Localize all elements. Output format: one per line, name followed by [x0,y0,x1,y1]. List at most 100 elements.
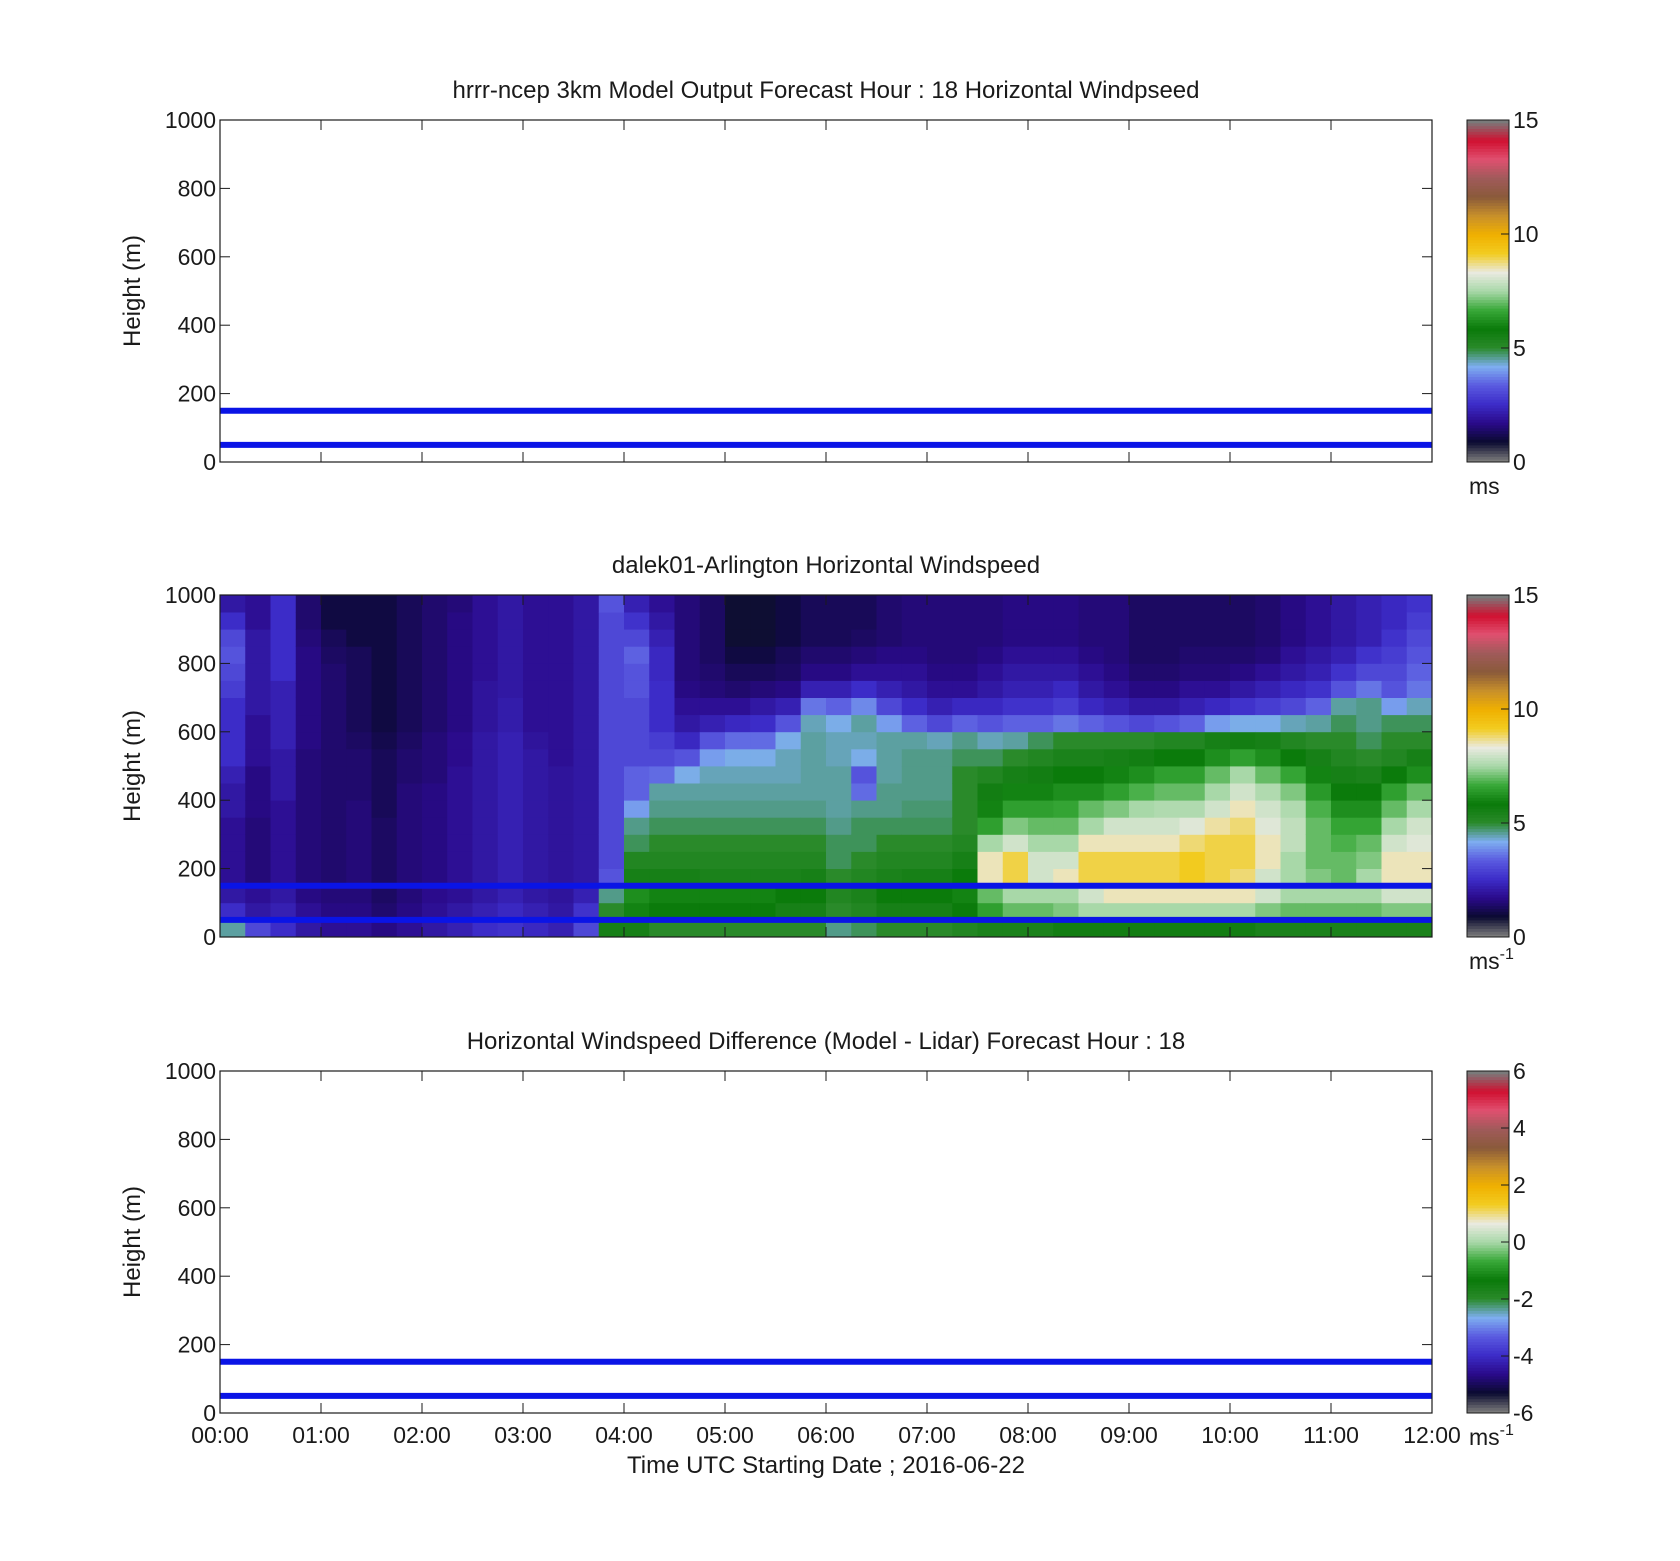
heatmap-cell [497,714,524,733]
colorbar-segment [1467,691,1509,696]
heatmap-cell [548,800,574,818]
heatmap-cell [295,663,322,681]
heatmap-cell [1204,902,1231,921]
heatmap-cell [800,697,827,716]
heatmap-cell [371,783,398,801]
heatmap-cell [1280,817,1307,835]
colorbar-segment [1467,1321,1509,1326]
heatmap-cell [321,595,347,613]
heatmap-cell [674,817,701,835]
y-axis-label: Height (m) [119,235,146,347]
heatmap-cell [497,629,524,647]
colorbar-segment [1467,336,1509,340]
heatmap-cell [321,731,347,750]
heatmap-cell [1103,595,1130,613]
colorbar-segment [1467,450,1509,454]
heatmap-cell [1179,834,1206,852]
colorbar-segment [1467,1324,1509,1328]
colorbar-segment [1467,891,1509,895]
heatmap-cell [1381,629,1408,647]
heatmap-cell [624,919,650,938]
colorbar-segment [1467,1281,1509,1286]
heatmap-cell [750,731,776,750]
heatmap-cell [1078,612,1105,630]
heatmap-cell [346,595,372,613]
heatmap-cell [750,868,776,887]
heatmap-cell [977,612,1004,630]
colorbar-segment [1467,356,1509,360]
heatmap-cell [1002,697,1029,716]
heatmap-cell [1356,902,1382,921]
colorbar-segment [1467,308,1509,312]
heatmap-cell [295,851,322,869]
colorbar-segment [1467,159,1509,164]
colorbar-segment [1467,157,1509,161]
colorbar-segment [1467,1079,1509,1083]
colorbar-segment [1467,660,1509,664]
colorbar-segment [1467,1210,1509,1214]
colorbar-segment [1467,871,1509,875]
heatmap-cell [1078,748,1105,767]
colorbar-segment [1467,1230,1509,1234]
heatmap-cell [1078,731,1105,750]
heatmap-cell [1053,612,1079,630]
heatmap-cell [1381,885,1408,904]
colorbar-unit: ms [1469,473,1500,499]
colorbar-segment [1467,185,1509,189]
heatmap-cell [750,919,776,938]
colorbar-segment [1467,328,1509,332]
heatmap-cell [1255,629,1281,647]
colorbar-segment [1467,373,1509,377]
heatmap-cell [1103,766,1130,784]
heatmap-cell [371,766,398,784]
colorbar-segment [1467,1250,1509,1254]
heatmap-cell [750,714,776,733]
heatmap-cell [750,834,776,852]
heatmap-cell [523,731,549,750]
heatmap-cell [952,731,978,750]
heatmap-cell [1331,868,1357,887]
colorbar-segment [1467,1182,1509,1186]
colorbar-segment [1467,231,1509,235]
heatmap-cell [826,680,852,698]
heatmap-cell [1406,731,1433,750]
heatmap-cell [977,783,1004,801]
colorbar-segment [1467,1344,1509,1348]
heatmap-cell [1204,595,1231,613]
heatmap-cell [245,629,271,647]
heatmap-cell [1204,646,1231,664]
heatmap-cell [1305,885,1332,904]
heatmap-cell [800,902,827,921]
heatmap-cell [1255,680,1281,698]
heatmap-cell [245,817,271,835]
heatmap-cell [346,800,372,818]
heatmap-cell [1331,919,1357,938]
heatmap-cell [396,663,423,681]
heatmap-cell [725,902,751,921]
heatmap-cell [220,595,246,613]
heatmap-cell [396,748,423,767]
heatmap-cell [699,783,726,801]
colorbar-segment [1467,122,1509,127]
colorbar-segment [1467,1233,1509,1237]
heatmap-cell [1381,851,1408,869]
heatmap-cell [851,868,877,887]
colorbar-segment [1467,723,1509,727]
heatmap-cell [573,714,600,733]
heatmap-cell [977,817,1004,835]
colorbar-segment [1467,125,1509,130]
heatmap-cell [396,919,423,938]
colorbar-segment [1467,874,1509,878]
colorbar-segment [1467,840,1509,844]
x-tick-label: 08:00 [999,1422,1057,1448]
heatmap-cell [851,680,877,698]
heatmap-cell [927,851,953,869]
heatmap-cell [1280,731,1307,750]
heatmap-cell [497,766,524,784]
heatmap-cell [775,731,802,750]
heatmap-cell [1028,919,1054,938]
heatmap-cell [548,680,574,698]
colorbar-segment [1467,899,1509,904]
heatmap-cell [901,851,928,869]
heatmap-cell [927,885,953,904]
